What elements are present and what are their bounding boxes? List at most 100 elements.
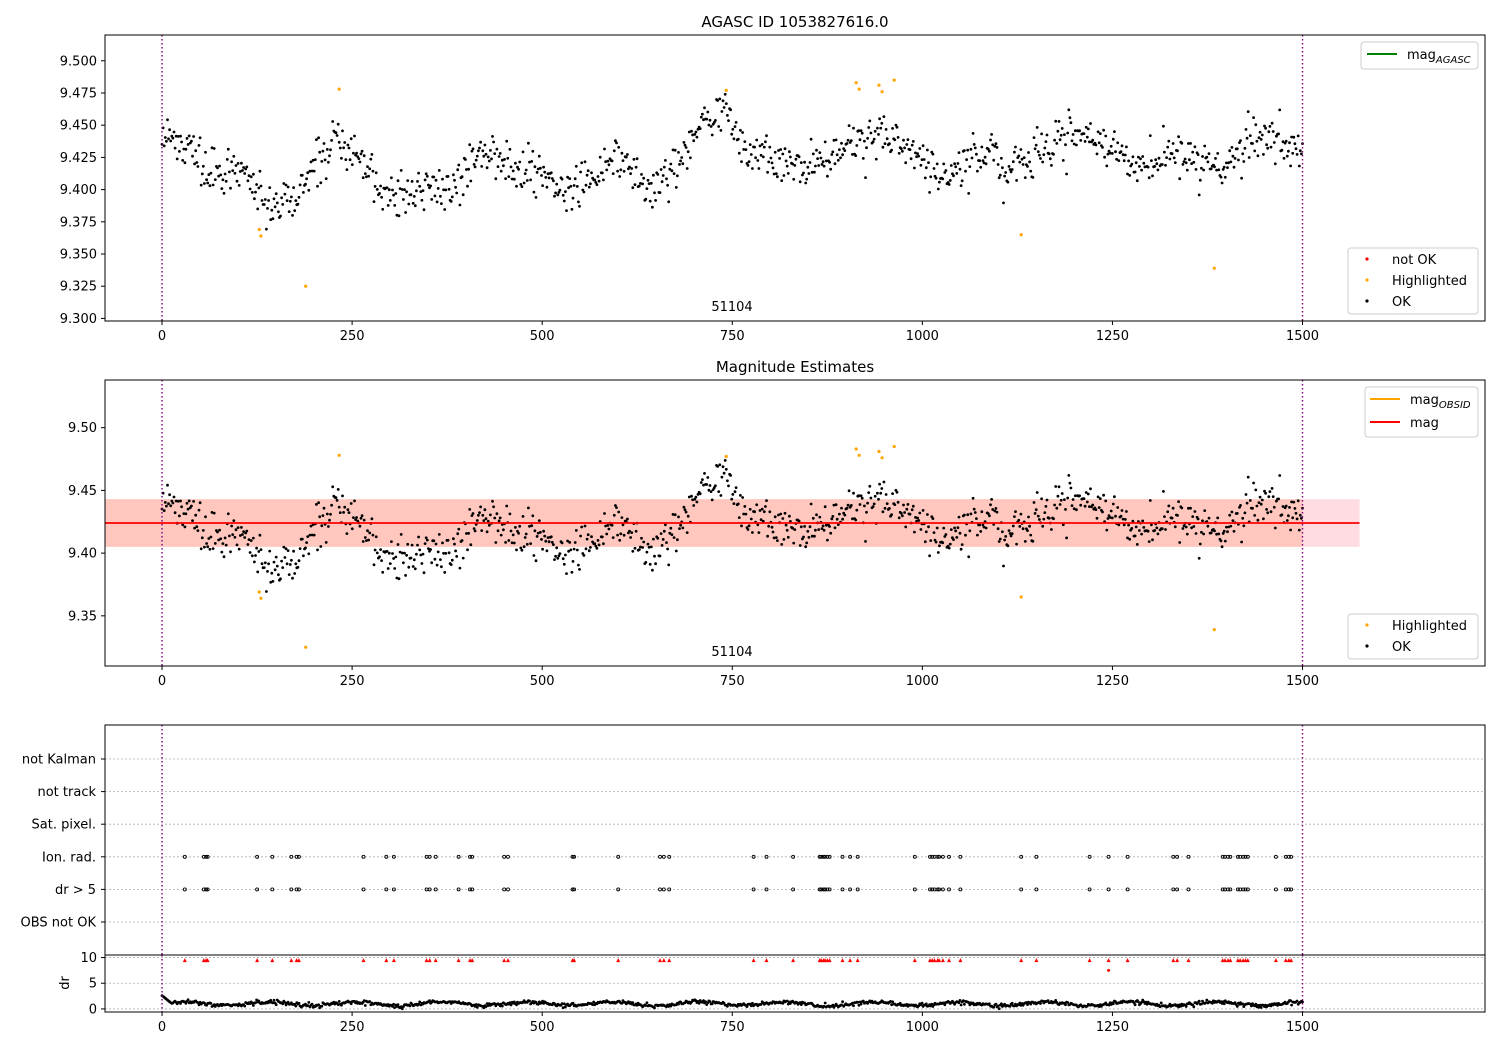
ok-point <box>309 524 313 528</box>
ok-point <box>178 514 181 518</box>
ok-point <box>877 133 880 136</box>
ok-point <box>490 157 493 161</box>
ok-point <box>629 172 632 176</box>
flag-point <box>205 854 210 859</box>
ok-point <box>639 545 642 549</box>
panel-magnitude-marks <box>160 444 1304 649</box>
ok-point <box>816 157 819 161</box>
ok-point <box>425 174 429 178</box>
ok-point <box>1290 135 1293 139</box>
ok-point <box>348 158 352 162</box>
ok-point <box>529 178 532 182</box>
ok-point <box>988 149 991 153</box>
ok-point <box>1110 152 1114 155</box>
ok-point <box>1072 142 1076 146</box>
ok-point <box>1064 508 1067 511</box>
ok-point <box>733 125 737 128</box>
ok-point <box>782 174 786 177</box>
ok-point <box>1167 139 1171 143</box>
dr-point <box>751 1001 754 1005</box>
ok-point <box>486 155 490 159</box>
dr-point <box>400 1007 404 1011</box>
dr-point <box>891 1000 894 1004</box>
ok-point <box>590 171 593 175</box>
ok-point <box>806 165 810 169</box>
ok-point <box>396 543 400 546</box>
ok-point <box>644 561 648 564</box>
ok-point <box>360 514 364 518</box>
ok-point <box>1047 516 1051 520</box>
ok-point <box>509 529 513 533</box>
ok-point <box>423 178 427 182</box>
flag-point <box>751 887 756 892</box>
ok-point <box>916 516 919 520</box>
ok-point <box>1270 121 1274 125</box>
ok-point <box>882 480 886 484</box>
ok-point <box>199 547 203 551</box>
ok-point <box>1268 125 1272 128</box>
ok-point <box>425 538 429 542</box>
ok-point <box>618 538 622 542</box>
dr-point <box>1140 1000 1143 1004</box>
ok-point <box>534 559 538 563</box>
ok-point <box>1115 157 1118 161</box>
ok-point <box>1270 487 1274 490</box>
ok-point <box>778 157 781 160</box>
ok-point <box>770 525 774 529</box>
ok-point <box>1185 532 1189 536</box>
ok-point <box>258 533 262 537</box>
ok-point <box>710 133 714 137</box>
ok-point <box>387 551 391 555</box>
flag-point <box>1243 854 1248 859</box>
ok-point <box>976 169 979 173</box>
ok-point <box>781 152 785 156</box>
ok-point <box>328 154 331 158</box>
ok-point <box>781 517 785 520</box>
ok-point <box>793 528 797 531</box>
ok-point <box>822 164 826 168</box>
ok-point <box>1177 135 1180 139</box>
ok-point <box>966 148 970 152</box>
ok-point <box>508 512 512 516</box>
ok-point <box>818 151 822 155</box>
ok-point <box>427 183 430 187</box>
ok-point <box>717 125 721 128</box>
ok-point <box>307 552 311 556</box>
ok-point <box>732 502 736 505</box>
dr-clipped-marker <box>932 958 937 963</box>
ok-point <box>1247 156 1251 159</box>
ok-point <box>647 545 651 549</box>
ok-point <box>1278 108 1282 112</box>
ok-point <box>620 151 624 155</box>
ok-point <box>698 492 702 496</box>
ok-point <box>953 162 956 166</box>
ok-point <box>520 548 524 552</box>
ok-point <box>443 571 447 574</box>
ok-point <box>197 508 201 512</box>
ok-point <box>552 179 555 183</box>
ok-point <box>1292 135 1296 139</box>
ok-point <box>472 163 476 166</box>
ok-point <box>906 138 910 142</box>
ok-point <box>614 139 617 143</box>
panel-dr-ytick-label: 5 <box>89 977 97 992</box>
ok-point <box>694 495 698 499</box>
ok-point <box>381 570 385 574</box>
ok-point <box>1207 516 1211 520</box>
ok-point <box>1173 161 1177 165</box>
legend-magnitude-ok-label: OK <box>1392 640 1411 655</box>
highlighted-point <box>259 596 263 600</box>
ok-point <box>1200 166 1203 170</box>
ok-point <box>757 167 761 170</box>
ok-point <box>851 517 854 521</box>
ok-point <box>621 159 625 163</box>
dr-clipped-marker <box>940 958 945 963</box>
ok-point <box>257 550 261 553</box>
dr-point <box>560 1002 564 1005</box>
ok-point <box>1292 500 1296 504</box>
ok-point <box>942 526 946 530</box>
ok-point <box>380 559 383 562</box>
ok-point <box>679 159 682 163</box>
ok-point <box>686 514 690 518</box>
ok-point <box>603 147 606 151</box>
